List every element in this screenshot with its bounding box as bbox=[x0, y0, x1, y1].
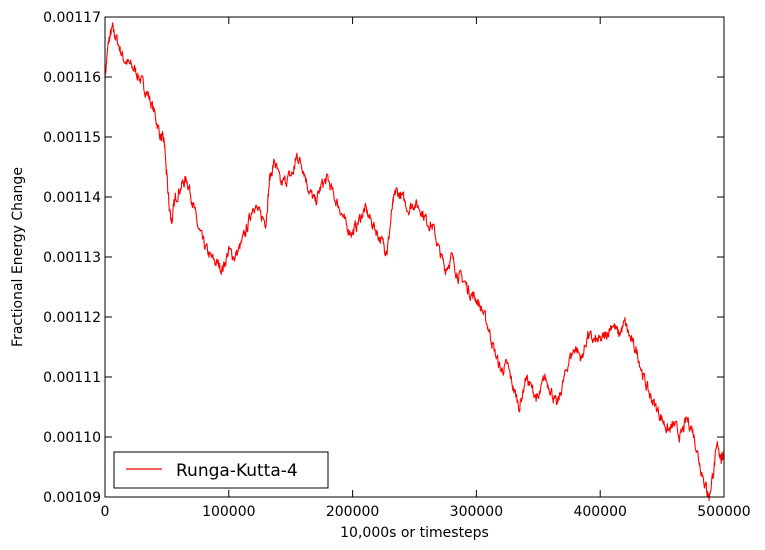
x-tick-label: 500000 bbox=[697, 504, 750, 520]
x-tick-label: 200000 bbox=[326, 504, 379, 520]
x-tick-label: 0 bbox=[101, 504, 110, 520]
legend: Runga-Kutta-4 bbox=[113, 451, 329, 489]
y-tick-label: 0.00111 bbox=[43, 370, 101, 386]
x-axis-label: 10,000s or timesteps bbox=[340, 525, 489, 541]
y-tick-label: 0.00113 bbox=[43, 250, 101, 266]
x-tick-label: 100000 bbox=[202, 504, 255, 520]
y-tick-label: 0.00114 bbox=[43, 190, 101, 206]
y-tick-label: 0.00112 bbox=[43, 310, 101, 326]
series-line-runga-kutta-4 bbox=[104, 22, 725, 502]
plot-area bbox=[105, 17, 724, 497]
legend-box bbox=[113, 451, 329, 489]
y-tick-label: 0.00115 bbox=[43, 130, 101, 146]
legend-label-runga-kutta-4: Runga-Kutta-4 bbox=[176, 461, 298, 481]
y-tick-label: 0.00116 bbox=[43, 70, 101, 86]
tick-layer: 0 100000 200000 300000 400000 500000 0.00109 0.… bbox=[43, 10, 751, 520]
plot-frame bbox=[104, 16, 725, 498]
x-tick-label: 300000 bbox=[450, 504, 503, 520]
series-layer bbox=[104, 22, 725, 502]
y-tick-label: 0.00110 bbox=[43, 430, 101, 446]
x-tick-label: 400000 bbox=[573, 504, 626, 520]
y-tick-label: 0.00109 bbox=[43, 490, 101, 506]
y-axis-label: Fractional Energy Change bbox=[10, 167, 26, 347]
y-tick-label: 0.00117 bbox=[43, 10, 101, 26]
